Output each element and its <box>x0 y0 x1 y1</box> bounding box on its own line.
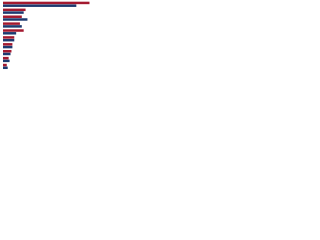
bar <box>3 49 12 53</box>
bar <box>3 52 11 56</box>
bar <box>3 11 24 14</box>
bar <box>3 43 13 46</box>
chart <box>3 1 90 70</box>
bar <box>3 18 28 21</box>
bar <box>3 38 15 42</box>
bar <box>3 22 20 25</box>
bar <box>3 29 24 32</box>
bar <box>3 32 17 35</box>
bar <box>3 63 7 67</box>
bar <box>3 15 22 18</box>
bar <box>3 66 8 70</box>
bar <box>3 8 26 12</box>
bar <box>3 1 90 5</box>
page: (() => { const data = JSON.parse(documen… <box>0 0 320 71</box>
bar <box>3 25 22 28</box>
bar <box>3 45 13 49</box>
bar <box>3 59 10 63</box>
bar <box>3 36 15 39</box>
bar <box>3 56 9 60</box>
bar <box>3 4 77 7</box>
